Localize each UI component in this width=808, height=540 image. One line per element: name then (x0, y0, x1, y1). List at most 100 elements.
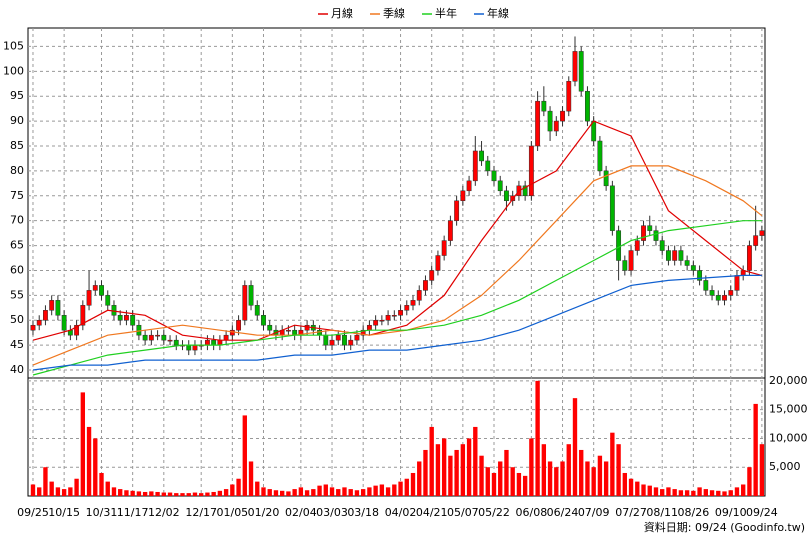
candle-body (148, 334, 154, 341)
volume-bar (242, 415, 247, 496)
candle-body (734, 275, 740, 291)
candle-body (211, 339, 217, 346)
x-tick-label: 01/05 (216, 506, 248, 519)
volume-bar (167, 492, 173, 496)
volume-bar (367, 487, 372, 496)
candle-body (435, 255, 441, 271)
volume-bar (591, 467, 596, 496)
y-tick-label: 90 (10, 114, 24, 127)
volume-bar (317, 485, 322, 496)
volume-bar (68, 487, 73, 496)
candle-body (36, 319, 42, 326)
candle-body (360, 329, 366, 336)
volume-bar (323, 484, 328, 496)
candle-body (535, 100, 541, 147)
candle-body (447, 220, 453, 241)
candle-body (142, 334, 148, 341)
y-tick-label: 50 (10, 313, 24, 326)
source-note: 資料日期: 09/24 (Goodinfo.tw) (644, 520, 805, 534)
candle-body (354, 334, 360, 341)
candle-body (728, 290, 734, 296)
volume-bar (722, 491, 727, 496)
candle-body (485, 160, 491, 172)
candle-body (254, 305, 260, 316)
volume-bar (703, 489, 708, 496)
candle-body (55, 300, 61, 316)
volume-bar (441, 438, 447, 496)
volume-bar (454, 449, 459, 496)
candle-body (155, 334, 161, 337)
volume-bar (547, 461, 553, 496)
candle-body (335, 334, 341, 341)
volume-bar (93, 438, 98, 496)
volume-bar (118, 489, 123, 496)
volume-bar (30, 484, 36, 496)
y-tick-label: 105 (3, 39, 24, 52)
candle-body (130, 315, 136, 326)
y-tick-label: 80 (10, 164, 24, 177)
volume-bar (398, 481, 403, 496)
volume-bar (142, 491, 148, 496)
volume-bar (105, 481, 110, 496)
volume-bar (348, 489, 353, 496)
volume-bar (641, 484, 646, 496)
volume-bar (199, 493, 204, 496)
plot-frame (27, 27, 766, 497)
x-tick-label: 08/26 (678, 506, 710, 519)
candle-body (678, 250, 684, 261)
x-tick-label: 02/04 (285, 506, 317, 519)
volume-bar (610, 432, 615, 496)
x-tick-label: 06/08 (516, 506, 548, 519)
volume-bar (186, 493, 191, 496)
candle-body (622, 260, 628, 271)
volume-bar (423, 449, 428, 496)
candle-body (342, 334, 347, 346)
volume-bar (535, 380, 540, 496)
candle-body (703, 280, 709, 291)
volume-bar (728, 490, 733, 496)
volume-bar (554, 467, 559, 496)
candle-body (522, 185, 528, 197)
volume-bar (741, 484, 746, 496)
volume-bar (329, 487, 335, 496)
volume-bar (734, 487, 740, 496)
volume-bar (174, 493, 179, 496)
volume-bar (342, 487, 347, 496)
y-tick-label: 70 (10, 214, 24, 227)
volume-bar (417, 461, 422, 496)
candle-body (329, 339, 335, 346)
volume-bar (360, 489, 366, 496)
volume-bar (111, 487, 117, 496)
candle-body (578, 51, 584, 92)
candle-body (603, 170, 609, 187)
volume-bar (192, 492, 198, 496)
candle-body (454, 200, 460, 221)
volume-bar (217, 490, 223, 496)
candle-body (366, 324, 372, 331)
candle-body (267, 324, 273, 331)
volume-bar (280, 490, 285, 496)
volume-bar (130, 490, 135, 496)
volume-bar (666, 487, 671, 496)
candle-body (323, 334, 329, 346)
volume-bar (697, 487, 702, 496)
y-tick-label: 40 (10, 363, 24, 376)
candle-body (572, 51, 578, 82)
volume-bar (753, 403, 758, 496)
legend-label: 年線 (487, 6, 509, 20)
x-tick-label: 08/11 (646, 506, 678, 519)
candle-body (609, 185, 615, 231)
x-tick-label: 10/31 (86, 506, 118, 519)
volume-bar (298, 487, 304, 496)
candle-body (709, 290, 715, 296)
candle-body (653, 230, 659, 241)
volume-bar (161, 492, 166, 496)
volume-bar (304, 490, 310, 496)
candle-body (204, 339, 210, 346)
candle-body (373, 319, 379, 326)
volume-bar (672, 489, 677, 496)
volume-bar (572, 398, 578, 496)
candle-body (528, 145, 534, 197)
volume-bar (43, 467, 48, 496)
